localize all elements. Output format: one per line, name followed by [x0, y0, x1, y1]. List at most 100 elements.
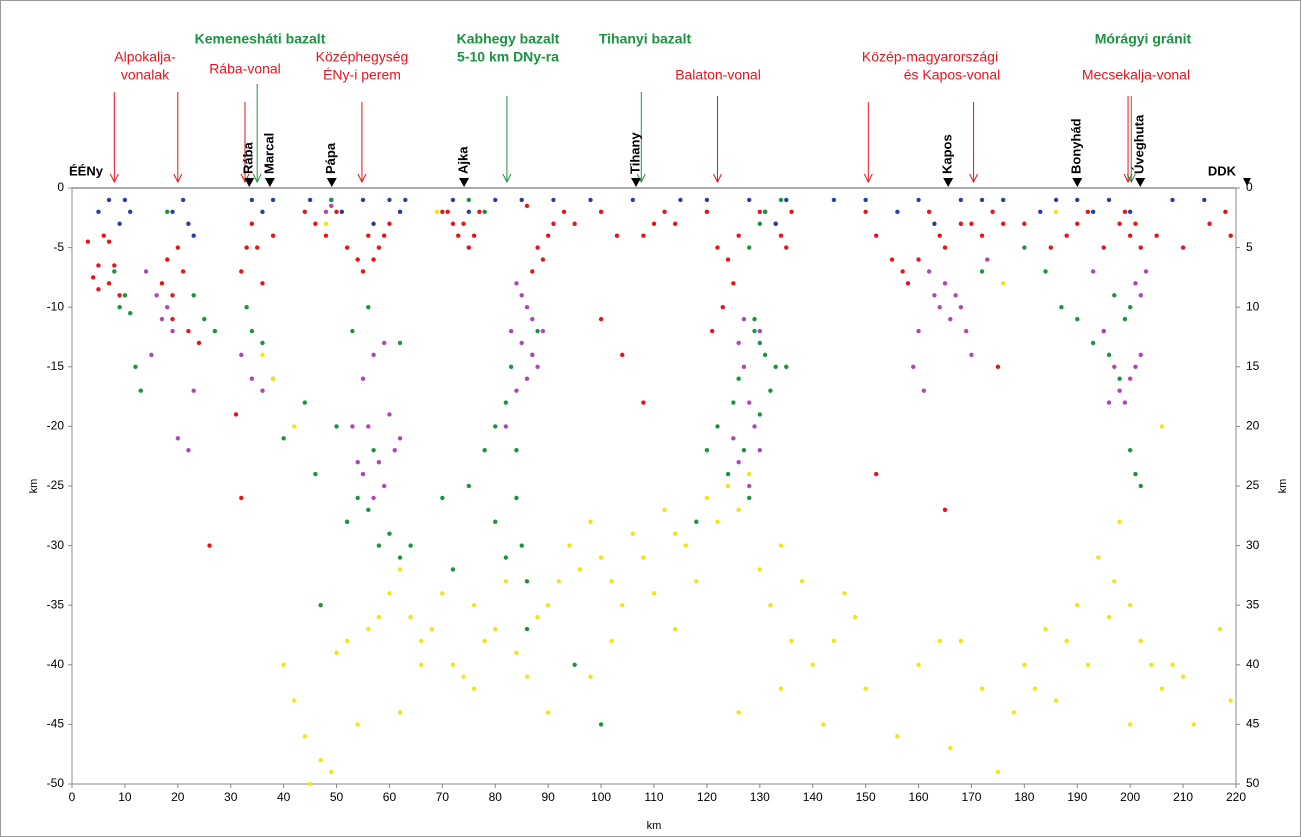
x-tick-label: 90: [542, 790, 556, 804]
data-point: [1085, 209, 1091, 215]
data-point: [736, 507, 741, 513]
data-point: [186, 328, 191, 334]
x-tick-label: 10: [118, 790, 132, 804]
y2-tick-label: 5: [1246, 240, 1253, 254]
data-point: [710, 328, 715, 334]
annotation-label: Kabhegy bazalt: [457, 31, 560, 47]
data-point: [1085, 662, 1091, 667]
x-tick-label: 80: [489, 790, 503, 804]
station-label: Pápa: [323, 142, 338, 174]
data-point: [461, 674, 466, 679]
data-point: [360, 471, 366, 477]
data-point: [1122, 400, 1128, 405]
annotation-label: Balaton-vonal: [675, 67, 761, 83]
data-point: [175, 245, 181, 250]
data-point: [260, 340, 265, 346]
data-point: [752, 424, 757, 429]
data-point: [360, 376, 366, 381]
data-point: [715, 519, 720, 524]
y-axis-label: km: [28, 479, 40, 494]
data-point: [387, 591, 392, 596]
data-point: [588, 519, 593, 524]
data-point: [503, 555, 509, 560]
data-point: [588, 674, 593, 679]
end-label: ÉÉNy: [69, 163, 104, 178]
data-point: [429, 626, 434, 632]
data-point: [1106, 614, 1112, 620]
data-point: [202, 316, 207, 322]
data-point: [482, 448, 487, 453]
data-point: [948, 316, 953, 322]
data-point: [397, 567, 403, 572]
data-point: [731, 281, 736, 286]
data-point: [329, 197, 334, 203]
data-point: [778, 233, 784, 238]
end-marker: [1243, 178, 1251, 186]
data-point: [450, 221, 456, 226]
station-label: Tihany: [627, 132, 642, 174]
annotation-label: 5-10 km DNy-ra: [457, 49, 559, 65]
data-point: [1122, 209, 1128, 215]
data-point: [789, 638, 794, 644]
data-point: [159, 281, 165, 286]
data-point: [715, 424, 720, 429]
data-point: [630, 531, 636, 536]
data-point: [514, 448, 519, 453]
data-point: [186, 448, 191, 453]
data-point: [366, 424, 371, 429]
data-point: [1106, 352, 1112, 358]
station-marker: [264, 178, 275, 187]
x-tick-label: 20: [171, 790, 185, 804]
data-point: [323, 233, 329, 238]
data-point: [387, 197, 392, 203]
data-point: [1101, 328, 1106, 334]
data-point: [1180, 245, 1186, 250]
data-point: [249, 197, 255, 203]
data-point: [630, 197, 636, 203]
y2-tick-label: 50: [1246, 776, 1260, 790]
data-point: [1075, 316, 1080, 322]
data-point: [609, 579, 614, 584]
y-tick-label: -50: [47, 776, 65, 790]
data-point: [736, 233, 741, 238]
data-point: [334, 209, 339, 215]
data-point: [350, 328, 355, 334]
data-point: [577, 567, 583, 572]
data-point: [344, 519, 350, 524]
arrow-head: [1123, 173, 1133, 184]
data-point: [165, 257, 170, 262]
data-point: [588, 197, 593, 203]
data-point: [493, 519, 498, 524]
data-point: [482, 209, 487, 215]
data-point: [493, 197, 498, 203]
data-point: [932, 293, 937, 298]
data-point: [831, 197, 837, 203]
data-point: [789, 209, 794, 215]
x-tick-label: 70: [436, 790, 450, 804]
data-point: [1106, 197, 1112, 203]
data-point: [270, 376, 276, 381]
data-point: [747, 245, 752, 250]
data-point: [1154, 233, 1159, 238]
data-point: [1064, 233, 1069, 238]
data-point: [995, 769, 1001, 775]
station-marker: [943, 178, 954, 187]
data-point: [757, 221, 763, 226]
data-point: [704, 448, 710, 453]
data-point: [180, 197, 186, 203]
data-point: [551, 197, 556, 203]
data-point: [397, 209, 403, 215]
data-point: [614, 233, 620, 238]
data-point: [371, 448, 376, 453]
x-tick-label: 0: [69, 790, 76, 804]
data-point: [530, 352, 535, 358]
data-point: [302, 400, 307, 405]
data-point: [678, 197, 683, 203]
data-point: [942, 281, 948, 286]
data-point: [762, 209, 768, 215]
arrow-head: [173, 173, 183, 184]
data-point: [831, 638, 837, 644]
data-point: [260, 281, 265, 286]
data-point: [1138, 352, 1143, 358]
